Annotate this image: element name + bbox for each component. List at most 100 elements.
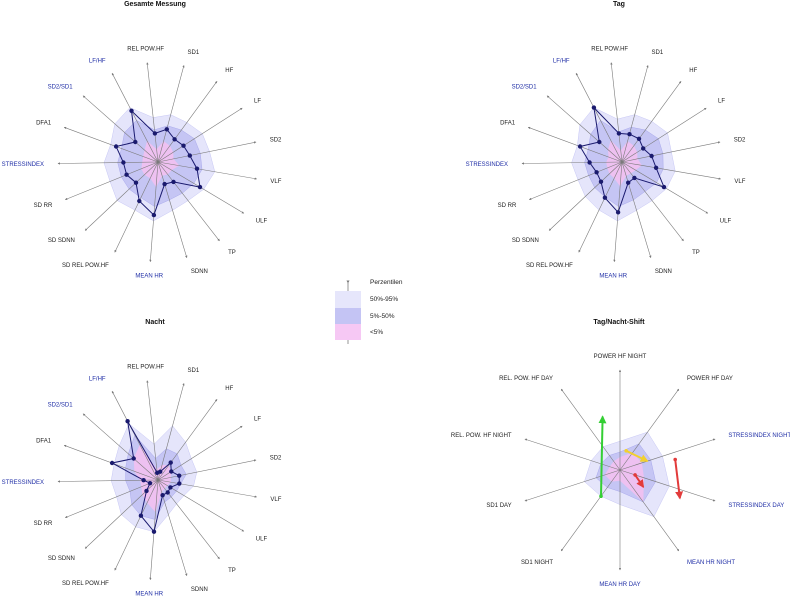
axis-label-sd1-night: SD1 NIGHT	[521, 560, 553, 566]
radar-chart-nacht: SD1 HF LF SD2 VLF ULF TP SDNN MEAN HR SD REL POW.…	[2, 365, 282, 598]
axis-lf-hf	[575, 72, 623, 163]
shift-arrow-1	[625, 449, 649, 462]
point-dfa1	[109, 460, 115, 466]
point-sd1	[164, 127, 169, 132]
axis-label-sd2-sd1: SD2/SD1	[512, 85, 538, 91]
axis-mean-hr	[149, 161, 159, 263]
axis-label-power-hf-night: POWER HF NIGHT	[594, 354, 647, 360]
axis-sdnn	[157, 161, 188, 259]
axis-label-sd-sdnn: SD SDNN	[48, 238, 75, 244]
axis-sd-rel-pow-hf	[578, 161, 623, 253]
point-dfa1	[113, 144, 119, 149]
point-sd-sdnn	[598, 179, 604, 184]
chart-title-tag: Tag	[613, 1, 625, 8]
legend-label-mid: 5%-50%	[370, 313, 395, 320]
axis-label-rel-pow-hf: REL POW.HF	[591, 47, 628, 53]
point-sd2	[177, 473, 182, 478]
axis-label-sd2-sd1: SD2/SD1	[48, 85, 74, 91]
axis-lf	[157, 107, 243, 163]
axis-hf	[157, 398, 218, 481]
axis-label-mean-hr: MEAN HR	[135, 592, 163, 598]
axis-rel-pow-hf	[610, 62, 623, 163]
axis-sd1-night	[560, 469, 621, 552]
point-sd-rr	[124, 172, 129, 177]
axis-label-sd-rr: SD RR	[34, 521, 53, 527]
axis-label-lf-hf: LF/HF	[89, 59, 106, 65]
axis-label-stressindex: STRESSINDEX	[466, 162, 508, 168]
point-vlf	[653, 165, 659, 170]
point-lf	[169, 469, 174, 474]
axis-label-sdnn: SDNN	[655, 269, 672, 275]
axis-label-vlf: VLF	[270, 497, 281, 503]
axis-lf-hf	[111, 72, 159, 163]
axis-sd2-sd1	[82, 95, 159, 163]
axis-label-rel-pow-hf-night: REL. POW. HF NIGHT	[451, 433, 512, 439]
axis-label-stressindex: STRESSINDEX	[2, 480, 44, 486]
point-mean-hr	[151, 212, 157, 218]
point-dfa1	[577, 144, 583, 149]
point-sd2-sd1	[131, 456, 136, 461]
point-sd2	[649, 153, 654, 159]
axis-label-ulf: ULF	[256, 537, 268, 543]
axis-label-sd-sdnn: SD SDNN	[48, 556, 75, 562]
point-sd2-sd1	[133, 139, 138, 145]
axis-hf	[157, 80, 218, 163]
legend-title: Perzentilen	[370, 279, 403, 286]
axis-sd-rr	[528, 161, 623, 200]
point-ulf	[661, 184, 667, 190]
axis-label-mean-hr: MEAN HR	[599, 274, 627, 280]
axis-label-sd2-sd1: SD2/SD1	[48, 403, 74, 409]
axis-sd-rel-pow-hf	[114, 161, 159, 253]
axis-label-dfa1: DFA1	[500, 121, 516, 127]
shift-start-4	[673, 457, 677, 462]
point-ulf	[197, 184, 203, 190]
axis-label-mean-hr-night: MEAN HR NIGHT	[687, 560, 735, 566]
axis-sd-rr	[64, 161, 159, 200]
axis-stressindex	[521, 161, 623, 165]
point-lf	[641, 146, 646, 151]
point-lf-hf	[125, 419, 130, 424]
point-rel-pow-hf	[155, 470, 160, 475]
axis-label-lf: LF	[254, 99, 261, 105]
point-rel-pow-hf	[616, 131, 622, 136]
shift-arrow-4	[674, 459, 684, 500]
axis-dfa1	[527, 126, 623, 163]
axis-sd2-sd1	[546, 95, 623, 163]
point-stressindex	[587, 160, 592, 165]
axis-label-hf: HF	[689, 68, 697, 74]
axis-stressindex-night	[619, 438, 716, 471]
axis-label-dfa1: DFA1	[36, 439, 52, 445]
point-sdnn	[162, 181, 167, 187]
axis-label-vlf: VLF	[734, 179, 745, 185]
axis-lf-hf	[111, 390, 159, 481]
point-sd1	[627, 132, 632, 137]
axis-label-sd2: SD2	[270, 137, 282, 143]
point-hf	[168, 460, 173, 465]
axis-sd-sdnn	[548, 161, 623, 231]
axis-label-hf: HF	[225, 68, 233, 74]
axis-label-tp: TP	[692, 250, 700, 256]
point-tp	[632, 175, 637, 181]
legend-swatch-mid	[335, 308, 361, 324]
point-lf-hf	[129, 108, 134, 114]
point-sd-rel-pow-hf	[602, 195, 608, 200]
axis-label-tp: TP	[228, 250, 236, 256]
axis-label-mean-hr: MEAN HR	[135, 274, 163, 280]
axis-stressindex	[57, 479, 159, 483]
radar-chart-tag: SD1 HF LF SD2 VLF ULF TP SDNN MEAN HR SD REL POW.…	[466, 47, 746, 280]
point-stressindex	[141, 478, 146, 483]
axis-sd1	[157, 383, 185, 481]
axis-label-sd2: SD2	[270, 455, 282, 461]
axis-power-hf-day	[619, 388, 680, 471]
axis-vlf	[157, 479, 257, 498]
axis-label-sd1: SD1	[188, 50, 200, 56]
axis-label-sd-rr: SD RR	[498, 203, 517, 209]
axis-label-stressindex-night: STRESSINDEX NIGHT	[728, 433, 790, 439]
axis-label-sd1: SD1	[188, 368, 200, 374]
axis-rel-pow-hf	[146, 380, 159, 481]
axis-label-sdnn: SDNN	[191, 269, 208, 275]
point-sd-rel-pow-hf	[137, 198, 142, 204]
legend-swatch-inner	[335, 324, 361, 340]
axis-label-rel-pow-hf: REL POW.HF	[127, 47, 164, 53]
legend-label-inner: <5%	[370, 329, 383, 336]
